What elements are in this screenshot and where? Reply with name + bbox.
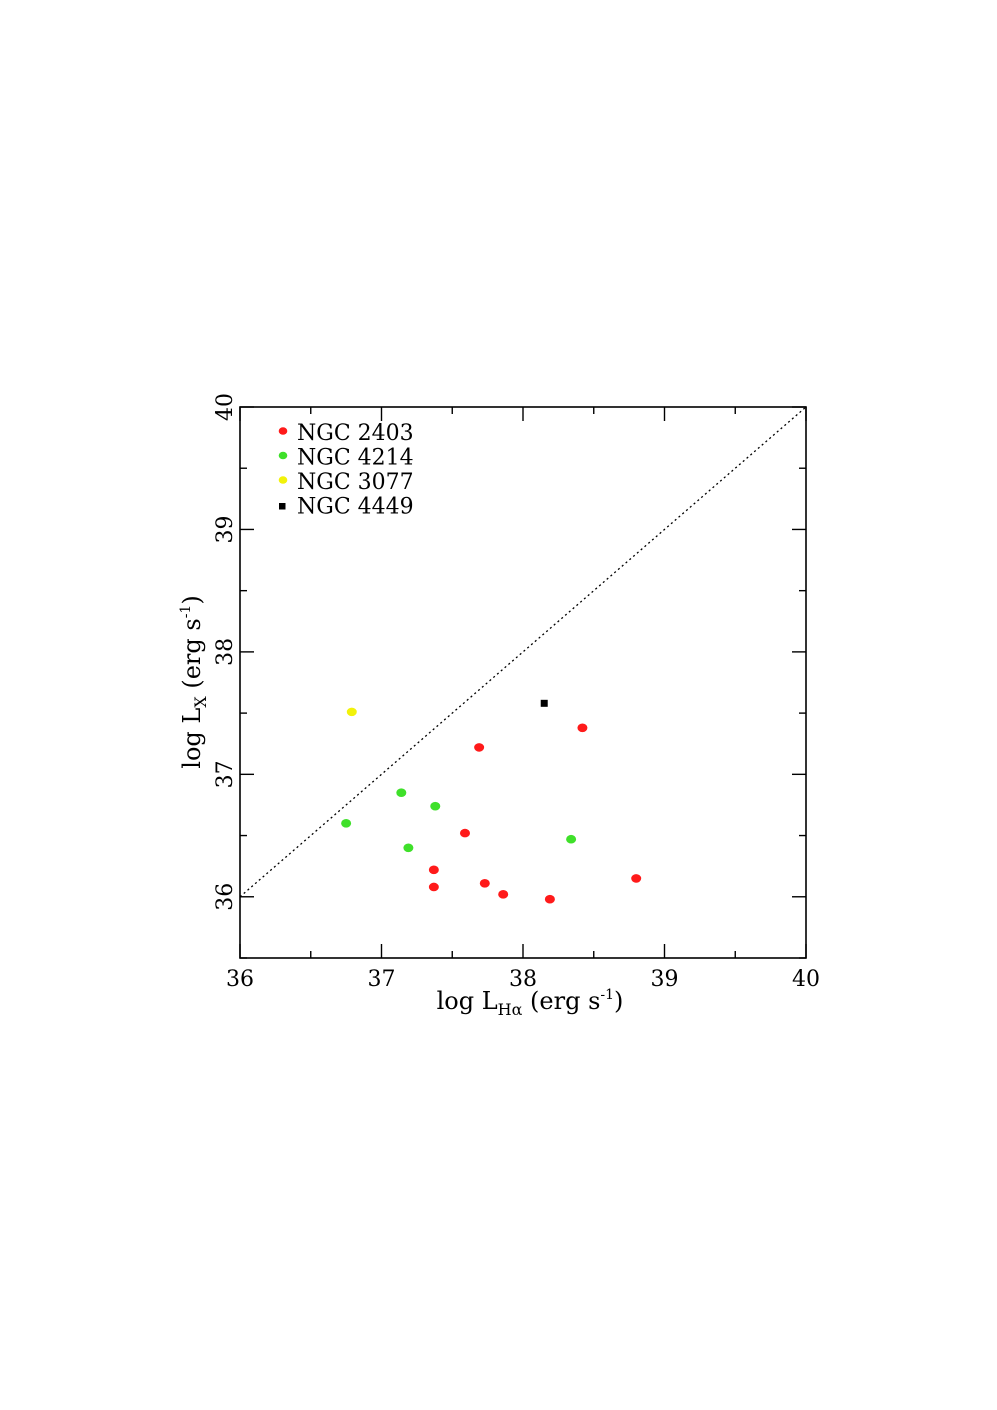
y-axis-label: log LX (erg s-1) bbox=[178, 595, 210, 768]
point-series-0 bbox=[498, 890, 509, 899]
point-series-0 bbox=[459, 828, 470, 838]
legend-marker bbox=[278, 427, 288, 435]
point-series-0 bbox=[479, 879, 490, 888]
point-series-1 bbox=[430, 801, 441, 811]
y-tick-label: 39 bbox=[213, 515, 238, 543]
legend-label: NGC 2403 bbox=[297, 421, 414, 446]
x-axis-label: log LHα (erg s-1) bbox=[437, 987, 624, 1019]
legend-label: NGC 4449 bbox=[297, 495, 414, 520]
x-tick-label: 37 bbox=[368, 967, 396, 992]
point-series-0 bbox=[544, 894, 555, 904]
legend-label: NGC 4214 bbox=[297, 446, 414, 471]
x-tick-label: 39 bbox=[651, 967, 679, 992]
y-tick-label: 38 bbox=[213, 638, 238, 666]
point-series-1 bbox=[396, 788, 407, 797]
legend-marker bbox=[279, 503, 286, 510]
point-series-0 bbox=[428, 882, 439, 892]
legend-marker bbox=[278, 476, 288, 484]
point-series-0 bbox=[474, 743, 485, 752]
data-points bbox=[341, 699, 642, 904]
x-tick-label: 36 bbox=[226, 967, 254, 992]
x-tick-label: 40 bbox=[792, 967, 820, 992]
point-series-1 bbox=[566, 834, 577, 844]
point-series-3 bbox=[540, 699, 548, 707]
axis-ticks: 36 37 38 39 40 36 37 38 39 40 bbox=[213, 393, 820, 992]
x-tick-label: 38 bbox=[509, 967, 537, 992]
point-series-2 bbox=[346, 707, 357, 717]
y-tick-label: 40 bbox=[213, 393, 238, 421]
point-series-1 bbox=[403, 843, 414, 853]
legend-label: NGC 3077 bbox=[297, 470, 414, 495]
legend-marker bbox=[278, 451, 288, 460]
point-series-0 bbox=[577, 723, 588, 733]
y-tick-label: 37 bbox=[213, 760, 238, 788]
point-series-0 bbox=[428, 865, 439, 875]
point-series-0 bbox=[631, 874, 642, 883]
point-series-1 bbox=[341, 819, 352, 828]
y-tick-label: 36 bbox=[213, 883, 238, 911]
